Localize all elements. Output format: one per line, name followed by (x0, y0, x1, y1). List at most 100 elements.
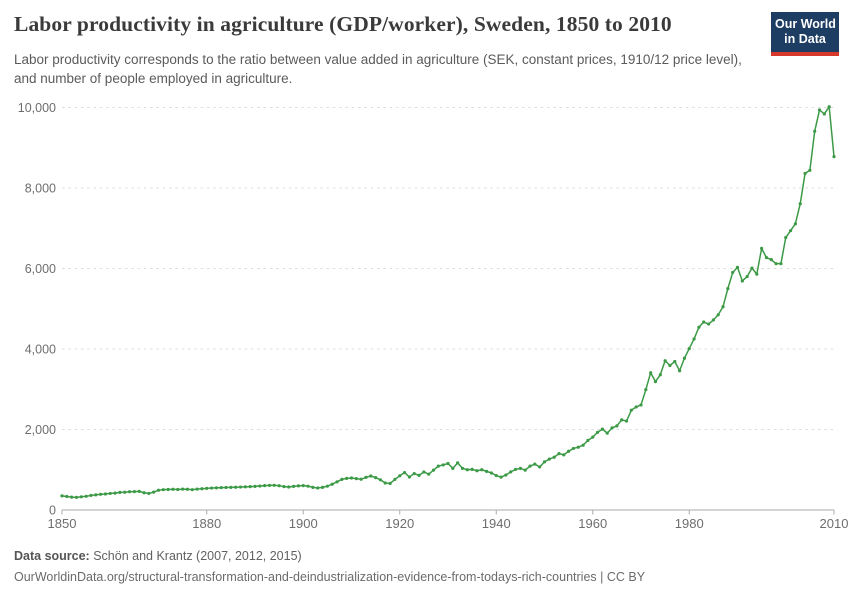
data-point (205, 486, 209, 490)
data-point (185, 487, 190, 491)
data-point (161, 488, 165, 492)
data-point (325, 484, 329, 488)
data-point (817, 108, 822, 112)
data-point (388, 481, 392, 486)
data-point (755, 272, 759, 276)
owid-logo-line2: in Data (784, 32, 826, 47)
data-point (557, 452, 561, 456)
data-point (624, 419, 629, 423)
data-source-label: Data source: (14, 549, 90, 563)
x-axis-tick-label: 1900 (289, 516, 318, 531)
data-point (287, 485, 291, 489)
data-point (726, 287, 730, 291)
data-point (224, 485, 228, 490)
data-point (79, 495, 83, 499)
data-point (687, 347, 691, 351)
data-point (615, 424, 619, 428)
data-source-line: Data source: Schön and Krantz (2007, 201… (14, 546, 834, 567)
data-point (214, 486, 218, 490)
data-point (485, 469, 489, 473)
x-axis-tick-label: 1920 (385, 516, 414, 531)
data-point (784, 235, 788, 240)
data-point (137, 489, 141, 493)
data-point (229, 485, 233, 489)
owid-logo-line1: Our World (775, 17, 836, 31)
data-point (335, 480, 339, 484)
x-axis-tick-label: 2010 (820, 516, 849, 531)
data-point (827, 105, 831, 109)
data-point (176, 487, 180, 492)
license-url-line: OurWorldinData.org/structural-transforma… (14, 570, 646, 584)
data-point (740, 279, 744, 283)
data-point (118, 490, 122, 494)
data-point (248, 485, 252, 489)
data-point (306, 484, 310, 488)
data-point (301, 484, 305, 488)
data-point (402, 470, 407, 475)
data-point (552, 455, 556, 459)
data-point (142, 491, 146, 495)
y-axis-tick-label: 8,000 (25, 182, 56, 196)
data-point (147, 491, 151, 496)
data-point (181, 487, 185, 491)
data-point (620, 418, 624, 422)
data-point (581, 443, 585, 447)
data-point (460, 466, 465, 470)
data-point (750, 266, 754, 270)
data-point (518, 466, 522, 470)
data-point (813, 129, 817, 133)
data-point (745, 274, 749, 279)
data-point (427, 472, 431, 476)
data-point (374, 476, 378, 480)
data-point (465, 468, 469, 472)
data-point (832, 155, 836, 159)
data-point (634, 405, 638, 409)
data-point (311, 485, 315, 489)
data-point (586, 438, 590, 442)
data-point (369, 474, 373, 478)
data-point (793, 222, 798, 226)
data-point (70, 495, 74, 499)
data-point (383, 481, 387, 485)
data-point (480, 468, 484, 472)
data-point (456, 461, 460, 465)
data-point (349, 476, 354, 480)
data-point (533, 462, 537, 466)
data-point (267, 483, 272, 487)
x-axis-tick-label: 1880 (192, 516, 221, 531)
data-point (340, 477, 344, 482)
data-point (166, 487, 170, 492)
data-point (547, 457, 551, 461)
data-point (398, 474, 402, 478)
data-point (272, 483, 276, 487)
data-point (84, 494, 88, 498)
data-point (123, 490, 127, 494)
data-point (542, 460, 547, 464)
data-point (431, 468, 436, 472)
chart-title: Labor productivity in agriculture (GDP/w… (14, 12, 672, 36)
data-point (562, 453, 566, 457)
data-point (152, 490, 156, 494)
data-point (600, 427, 605, 431)
data-point (711, 318, 715, 322)
data-point (470, 467, 474, 471)
chart-footer: Data source: Schön and Krantz (2007, 201… (14, 546, 834, 588)
data-point (378, 478, 383, 482)
data-point (591, 435, 595, 439)
data-point (721, 305, 725, 309)
chart-subtitle: Labor productivity corresponds to the ra… (14, 52, 742, 87)
data-point (706, 322, 711, 326)
data-source-text: Schön and Krantz (2007, 2012, 2015) (89, 549, 302, 563)
data-point (489, 471, 494, 475)
data-point (277, 484, 281, 488)
data-point (523, 468, 527, 472)
data-point (629, 408, 633, 412)
data-point (108, 491, 112, 496)
data-point (504, 473, 508, 477)
data-point (436, 464, 440, 468)
data-point (127, 490, 132, 494)
data-point (605, 431, 609, 435)
y-axis-tick-label: 2,000 (25, 423, 56, 437)
data-point (345, 476, 349, 480)
